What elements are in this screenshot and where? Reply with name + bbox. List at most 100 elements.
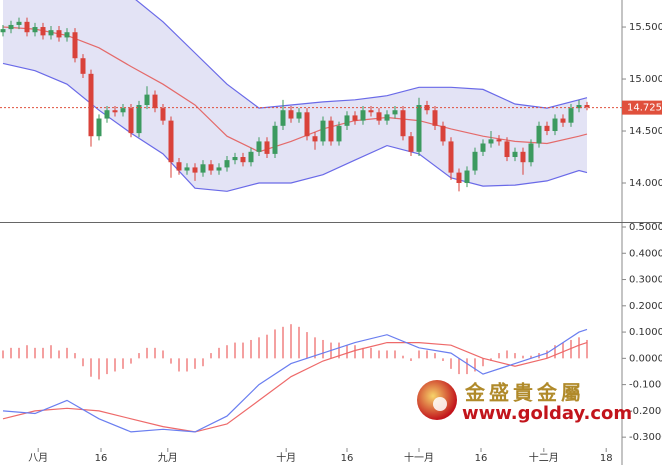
macd-histogram-bar xyxy=(162,350,164,359)
candle-body xyxy=(440,125,446,142)
macd-histogram-bar xyxy=(10,347,12,359)
macd-histogram-bar xyxy=(114,358,116,372)
macd-histogram-bar xyxy=(386,350,388,359)
macd-histogram-bar xyxy=(482,358,484,367)
macd-histogram-bar xyxy=(250,339,252,359)
y-tick-label: 0.2000 xyxy=(629,301,662,312)
candle-body xyxy=(400,110,406,137)
band-fill xyxy=(3,0,587,192)
macd-histogram-bar xyxy=(234,342,236,359)
macd-histogram-bar xyxy=(314,337,316,359)
candle-body xyxy=(512,151,518,158)
candle-body xyxy=(256,141,262,152)
candle-body xyxy=(568,108,574,123)
macd-histogram-bar xyxy=(290,324,292,359)
candle-body xyxy=(528,143,534,163)
macd-histogram-bar xyxy=(322,339,324,359)
macd-histogram-bar xyxy=(34,347,36,359)
candle-body xyxy=(304,112,310,137)
y-tick-label: 14.500 xyxy=(629,126,662,137)
candle-body xyxy=(32,27,38,33)
macd-histogram-bar xyxy=(138,353,140,359)
candle-body xyxy=(296,112,302,119)
candle-body xyxy=(280,110,286,126)
macd-histogram-bar xyxy=(218,347,220,359)
macd-histogram-bar xyxy=(202,358,204,367)
macd-histogram-bar xyxy=(522,355,524,359)
last-price-label: 14.725 xyxy=(627,103,662,114)
axes: 14.725 14.000 14.500 15.000 15.500 -0.3000 -0.… xyxy=(28,22,662,464)
candle-body xyxy=(200,164,206,173)
band-upper xyxy=(135,0,588,109)
y-tick-label: -0.3000 xyxy=(629,432,662,443)
macd-histogram-bar xyxy=(146,347,148,359)
macd-histogram-bar xyxy=(554,345,556,359)
candle-body xyxy=(520,151,526,163)
macd-histogram-bar xyxy=(394,350,396,359)
macd-histogram-bar xyxy=(442,358,444,361)
macd-histogram-bar xyxy=(570,339,572,359)
candle-body xyxy=(208,164,214,171)
macd-histogram-bar xyxy=(130,358,132,364)
macd-histogram-bar xyxy=(226,345,228,359)
candle-body xyxy=(136,105,142,134)
macd-histogram-bar xyxy=(178,358,180,372)
candle-body xyxy=(64,32,70,38)
y-tick-label: 14.000 xyxy=(629,178,662,189)
macd-histogram-bar xyxy=(506,350,508,359)
x-tick-label: 16 xyxy=(95,453,108,464)
logo-inner xyxy=(433,397,447,411)
y-tick-label: -0.1000 xyxy=(629,380,662,391)
macd-histogram-bar xyxy=(242,342,244,359)
candle-body xyxy=(456,172,462,184)
price-panel xyxy=(0,0,622,192)
candle-body xyxy=(232,157,238,161)
x-tick-label: 16 xyxy=(341,453,354,464)
macd-histogram-bar xyxy=(530,355,532,359)
candle-body xyxy=(496,139,502,142)
x-tick-label: 八月 xyxy=(28,452,48,464)
macd-histogram-bar xyxy=(546,350,548,359)
y-tick-label: 0.5000 xyxy=(629,222,662,233)
candle-body xyxy=(80,58,86,74)
candle-body xyxy=(216,167,222,171)
candle-body xyxy=(104,110,110,119)
x-tick-label: 十二月 xyxy=(529,451,559,464)
y-tick-label: 0.0000 xyxy=(629,353,662,364)
macd-panel xyxy=(2,324,588,433)
macd-histogram-bar xyxy=(370,347,372,359)
candle-body xyxy=(48,30,54,36)
band-lower xyxy=(2,62,588,192)
macd-histogram-bar xyxy=(578,337,580,359)
macd-line xyxy=(2,328,588,433)
macd-histogram-bar xyxy=(18,347,20,359)
macd-histogram-bar xyxy=(274,329,276,359)
macd-histogram-bar xyxy=(98,358,100,380)
macd-histogram-bar xyxy=(562,342,564,359)
candle-body xyxy=(352,115,358,121)
candle-body xyxy=(576,105,582,109)
candle-body xyxy=(336,125,342,142)
x-tick-label: 十月 xyxy=(276,451,296,464)
candle-body xyxy=(0,29,6,33)
candle-body xyxy=(392,110,398,115)
watermark-name: 金盛貴金屬 xyxy=(464,381,585,405)
macd-histogram-bar xyxy=(74,353,76,359)
candle-body xyxy=(128,108,134,134)
candle-body xyxy=(312,136,318,142)
candle-body xyxy=(320,120,326,142)
y-tick-label: 15.500 xyxy=(629,22,662,33)
macd-histogram-bar xyxy=(186,358,188,372)
macd-histogram-bar xyxy=(2,350,4,359)
candle-body xyxy=(288,110,294,119)
candle-body xyxy=(384,114,390,121)
watermark: 金盛貴金屬 www.golday.com xyxy=(417,380,632,424)
x-tick-label: 18 xyxy=(600,453,613,464)
y-tick-label: 0.3000 xyxy=(629,275,662,286)
candle-body xyxy=(472,151,478,171)
candle-body xyxy=(368,110,374,113)
candle-body xyxy=(224,160,230,168)
candle-body xyxy=(480,143,486,152)
macd-histogram-bar xyxy=(434,353,436,359)
macd-histogram-bar xyxy=(346,345,348,359)
